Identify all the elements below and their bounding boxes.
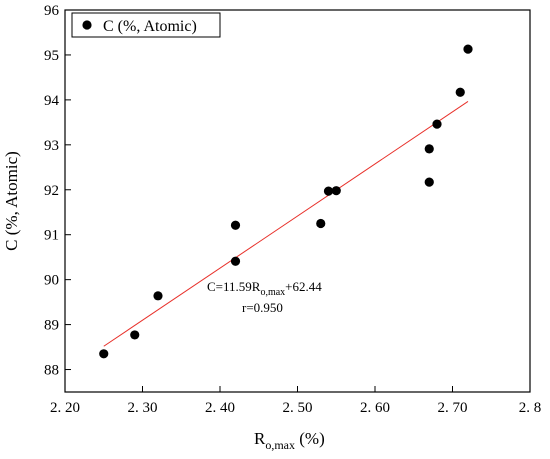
data-point xyxy=(455,87,465,97)
fit-equation-tail: +62.44 xyxy=(285,279,322,294)
legend: C (%, Atomic) xyxy=(71,12,221,38)
data-point xyxy=(424,144,434,154)
fit-equation: C=11.59Ro,max+62.44 xyxy=(207,279,322,298)
data-point xyxy=(99,349,109,359)
y-tick-label: 91 xyxy=(44,228,59,244)
data-point xyxy=(230,220,241,230)
y-axis: 88 89 90 91 92 93 94 95 96 xyxy=(44,3,71,379)
y-tick-label: 89 xyxy=(44,318,59,334)
fit-r-value: r=0.950 xyxy=(242,300,283,315)
data-point xyxy=(153,291,163,301)
legend-box xyxy=(71,12,221,38)
x-axis: 2. 20 2. 30 2. 40 2. 50 2. 60 2. 70 2. 8 xyxy=(50,386,541,416)
x-tick-label: 2. 40 xyxy=(205,400,235,416)
y-axis-title: C (%, Atomic) xyxy=(2,151,21,251)
data-point xyxy=(463,44,473,54)
x-tick-label: 2. 50 xyxy=(283,400,313,416)
y-tick-label: 90 xyxy=(44,273,59,289)
data-point xyxy=(230,256,241,266)
x-axis-title: Ro,max (%) xyxy=(254,429,325,452)
x-axis-title-tail: (%) xyxy=(295,429,325,448)
data-point xyxy=(432,119,442,129)
data-points xyxy=(99,44,473,359)
y-tick-label: 93 xyxy=(44,138,59,154)
fit-equation-sub: o,max xyxy=(260,287,285,298)
x-tick-label: 2. 8 xyxy=(519,400,542,416)
data-point xyxy=(316,218,326,229)
data-point xyxy=(424,177,434,187)
x-tick-label: 2. 30 xyxy=(128,400,158,416)
y-tick-label: 92 xyxy=(44,183,59,199)
data-point xyxy=(130,330,140,340)
regression-line xyxy=(103,101,469,347)
y-tick-label: 94 xyxy=(44,93,60,109)
y-tick-label: 95 xyxy=(44,48,59,64)
x-tick-label: 2. 20 xyxy=(50,400,80,416)
y-tick-label: 96 xyxy=(44,3,60,19)
x-tick-label: 2. 60 xyxy=(360,400,390,416)
legend-marker xyxy=(82,20,92,30)
data-point xyxy=(323,186,334,196)
x-axis-title-main: R xyxy=(254,429,266,448)
data-point xyxy=(331,186,341,196)
fit-equation-main: C=11.59R xyxy=(207,279,261,294)
x-axis-title-sub: o,max xyxy=(265,438,295,452)
legend-label: C (%, Atomic) xyxy=(103,18,197,35)
x-tick-label: 2. 70 xyxy=(438,400,468,416)
y-tick-label: 88 xyxy=(44,363,59,379)
